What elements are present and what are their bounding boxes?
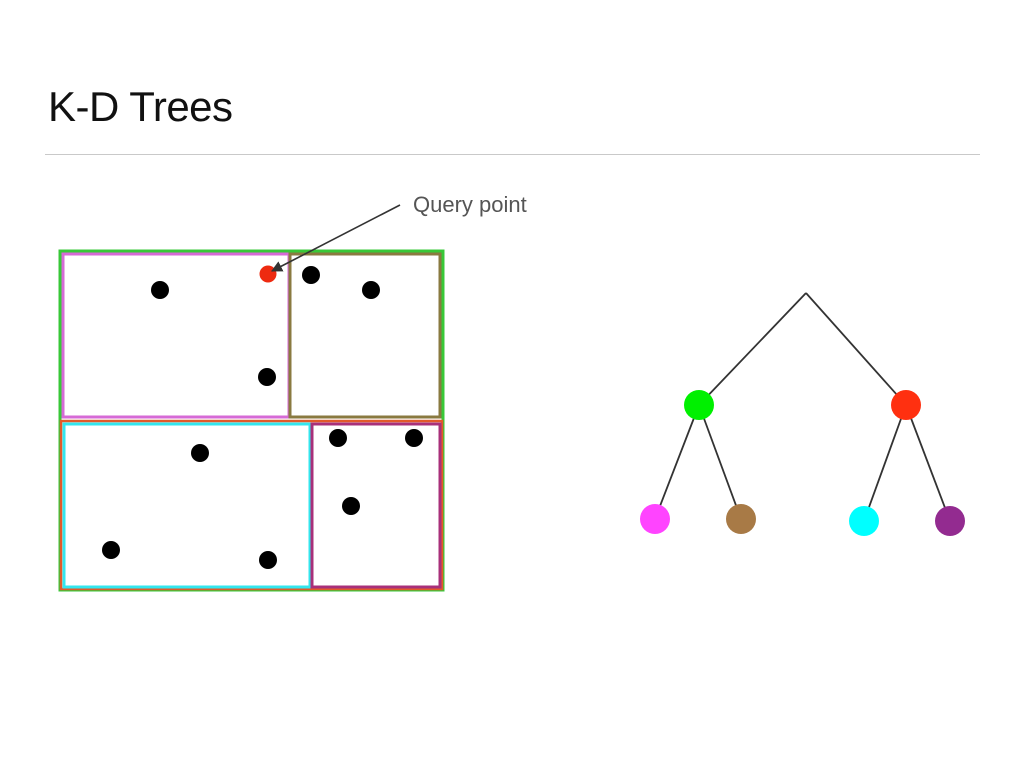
callout-arrow — [271, 204, 401, 272]
top-right-leaf-region — [288, 252, 442, 419]
query-point-label: Query point — [413, 192, 527, 217]
slide-title: K-D Trees — [48, 83, 233, 130]
data-point — [151, 281, 169, 299]
tree-edge — [905, 404, 951, 522]
data-point — [259, 551, 277, 569]
tree-edge — [698, 404, 742, 520]
query-point — [259, 265, 277, 283]
query-point-callout: Query point — [271, 192, 527, 272]
tree-edge — [698, 292, 807, 406]
data-point — [302, 266, 320, 284]
title-divider — [45, 154, 980, 155]
tree-node-left-child — [684, 390, 714, 420]
tree-leaf-bottom-right — [935, 506, 965, 536]
tree-node-right-child — [891, 390, 921, 420]
data-point — [342, 497, 360, 515]
tree-edge — [654, 404, 700, 520]
tree-leaf-bottom-left — [849, 506, 879, 536]
bottom-left-leaf-region — [62, 422, 312, 589]
top-left-leaf-region — [61, 252, 291, 419]
data-point — [102, 541, 120, 559]
tree-leaf-top-left — [640, 504, 670, 534]
kd-partition-panel — [58, 249, 445, 592]
data-point — [362, 281, 380, 299]
data-point — [329, 429, 347, 447]
tree-leaf-top-right — [726, 504, 756, 534]
data-point — [405, 429, 423, 447]
data-point — [191, 444, 209, 462]
tree-edge — [805, 292, 907, 406]
tree-edge — [863, 404, 907, 522]
bottom-right-leaf-region — [310, 422, 442, 589]
bottom-half-region — [59, 419, 444, 591]
kd-tree-panel — [640, 292, 965, 536]
data-point — [258, 368, 276, 386]
